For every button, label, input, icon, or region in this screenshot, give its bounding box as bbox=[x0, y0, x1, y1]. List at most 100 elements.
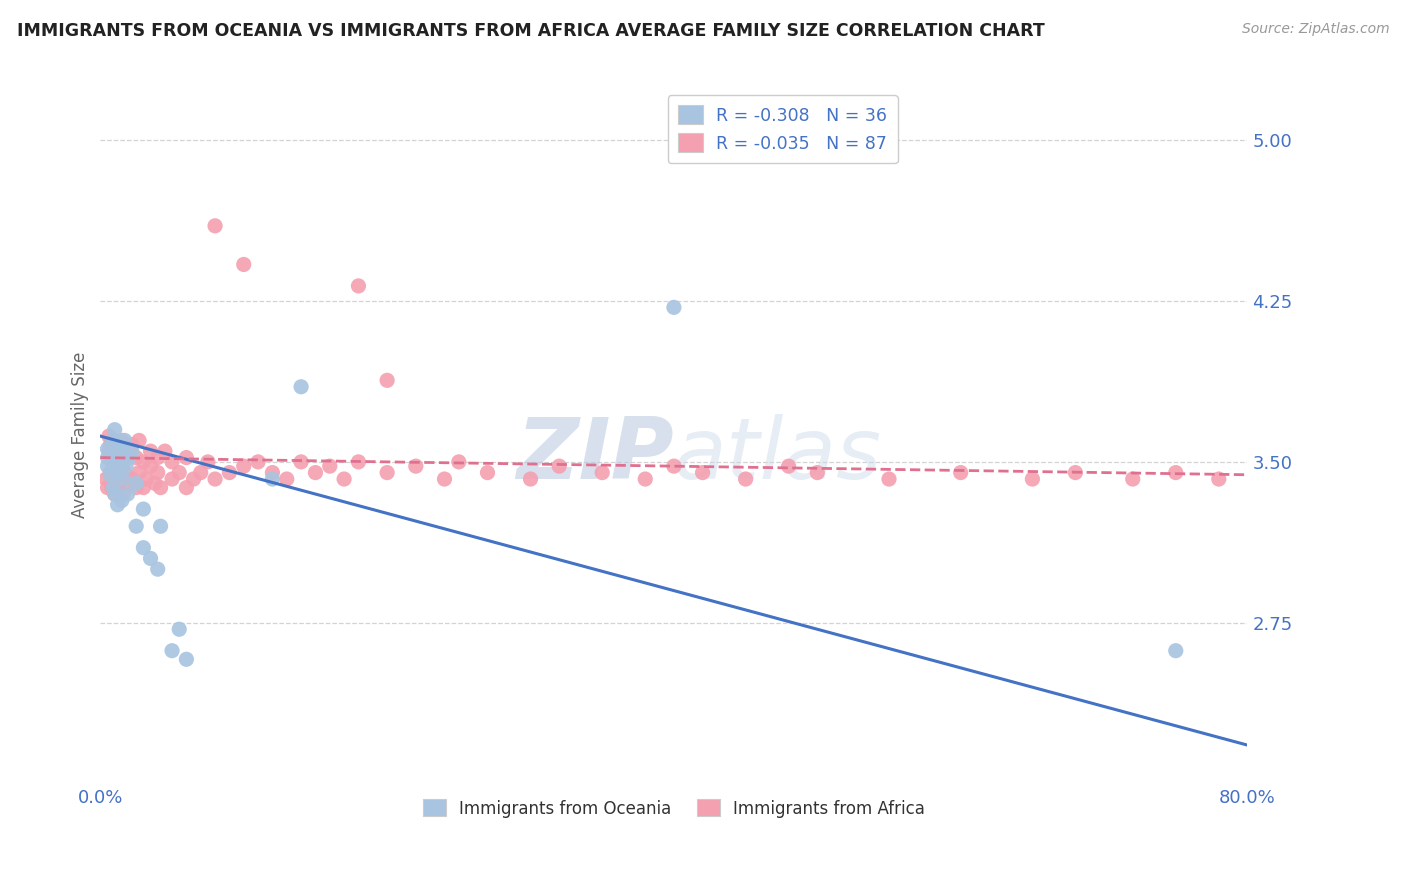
Point bbox=[114, 466, 136, 480]
Point bbox=[160, 472, 183, 486]
Point bbox=[108, 438, 131, 452]
Point bbox=[118, 450, 141, 465]
Point bbox=[132, 481, 155, 495]
Point bbox=[204, 472, 226, 486]
Point bbox=[347, 279, 370, 293]
Point bbox=[591, 466, 613, 480]
Point bbox=[405, 459, 427, 474]
Point bbox=[167, 622, 190, 636]
Point bbox=[125, 481, 148, 495]
Point bbox=[139, 551, 162, 566]
Point bbox=[347, 455, 370, 469]
Point bbox=[132, 455, 155, 469]
Point bbox=[107, 466, 129, 480]
Point bbox=[112, 487, 135, 501]
Point bbox=[111, 434, 134, 448]
Point bbox=[218, 466, 240, 480]
Point bbox=[477, 466, 499, 480]
Point bbox=[146, 562, 169, 576]
Point bbox=[734, 472, 756, 486]
Point bbox=[160, 455, 183, 469]
Point bbox=[877, 472, 900, 486]
Point bbox=[262, 472, 284, 486]
Point bbox=[96, 481, 118, 495]
Text: IMMIGRANTS FROM OCEANIA VS IMMIGRANTS FROM AFRICA AVERAGE FAMILY SIZE CORRELATIO: IMMIGRANTS FROM OCEANIA VS IMMIGRANTS FR… bbox=[17, 22, 1045, 40]
Text: Source: ZipAtlas.com: Source: ZipAtlas.com bbox=[1241, 22, 1389, 37]
Point bbox=[319, 459, 342, 474]
Point bbox=[104, 487, 127, 501]
Point bbox=[276, 472, 298, 486]
Point bbox=[104, 438, 127, 452]
Point bbox=[104, 423, 127, 437]
Point bbox=[333, 472, 356, 486]
Point bbox=[662, 459, 685, 474]
Point bbox=[108, 481, 131, 495]
Point bbox=[1021, 472, 1043, 486]
Point bbox=[121, 472, 143, 486]
Point bbox=[110, 472, 132, 486]
Point bbox=[433, 472, 456, 486]
Point bbox=[1164, 466, 1187, 480]
Point bbox=[183, 472, 205, 486]
Point bbox=[149, 519, 172, 533]
Point bbox=[101, 450, 124, 465]
Point bbox=[125, 519, 148, 533]
Point bbox=[121, 438, 143, 452]
Text: atlas: atlas bbox=[673, 415, 882, 498]
Legend: Immigrants from Oceania, Immigrants from Africa: Immigrants from Oceania, Immigrants from… bbox=[416, 793, 932, 824]
Point bbox=[96, 442, 118, 456]
Point bbox=[132, 502, 155, 516]
Point bbox=[247, 455, 270, 469]
Text: ZIP: ZIP bbox=[516, 415, 673, 498]
Y-axis label: Average Family Size: Average Family Size bbox=[72, 351, 89, 518]
Point bbox=[103, 459, 125, 474]
Point bbox=[104, 466, 127, 480]
Point bbox=[197, 455, 219, 469]
Point bbox=[107, 455, 129, 469]
Point bbox=[101, 455, 124, 469]
Point bbox=[143, 476, 166, 491]
Point bbox=[519, 472, 541, 486]
Point bbox=[107, 476, 129, 491]
Point bbox=[104, 450, 127, 465]
Point bbox=[97, 444, 120, 458]
Point bbox=[262, 466, 284, 480]
Point bbox=[104, 487, 127, 501]
Point bbox=[375, 373, 398, 387]
Point bbox=[112, 446, 135, 460]
Point bbox=[806, 466, 828, 480]
Point bbox=[112, 472, 135, 486]
Point bbox=[149, 481, 172, 495]
Point bbox=[118, 444, 141, 458]
Point bbox=[204, 219, 226, 233]
Point bbox=[232, 459, 254, 474]
Point bbox=[111, 459, 134, 474]
Point bbox=[190, 466, 212, 480]
Point bbox=[132, 541, 155, 555]
Point bbox=[153, 444, 176, 458]
Point bbox=[176, 450, 198, 465]
Point bbox=[662, 301, 685, 315]
Point bbox=[146, 450, 169, 465]
Point bbox=[103, 434, 125, 448]
Point bbox=[125, 476, 148, 491]
Point bbox=[139, 444, 162, 458]
Point bbox=[1122, 472, 1144, 486]
Point bbox=[121, 444, 143, 458]
Point bbox=[176, 481, 198, 495]
Point bbox=[135, 472, 157, 486]
Point bbox=[114, 434, 136, 448]
Point bbox=[96, 450, 118, 465]
Point bbox=[1164, 643, 1187, 657]
Point bbox=[128, 434, 150, 448]
Point bbox=[100, 466, 122, 480]
Point bbox=[634, 472, 657, 486]
Point bbox=[112, 450, 135, 465]
Point bbox=[1208, 472, 1230, 486]
Point bbox=[115, 438, 138, 452]
Point bbox=[949, 466, 972, 480]
Point bbox=[101, 481, 124, 495]
Point bbox=[232, 257, 254, 271]
Point bbox=[103, 434, 125, 448]
Point bbox=[290, 455, 312, 469]
